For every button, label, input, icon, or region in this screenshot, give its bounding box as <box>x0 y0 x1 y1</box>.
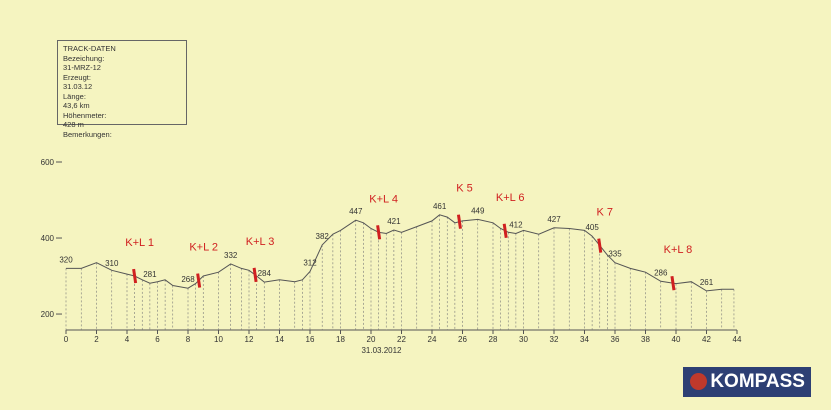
checkpoint-label: K+L 4 <box>369 193 398 205</box>
checkpoint-mark <box>597 238 603 253</box>
x-tick-label: 44 <box>733 335 742 344</box>
x-axis-label: 31.03.2012 <box>361 346 402 355</box>
checkpoint-mark <box>252 267 258 283</box>
info-row: Länge:43,6 km <box>63 92 181 111</box>
x-tick-label: 38 <box>641 335 650 344</box>
x-tick-label: 30 <box>519 335 528 344</box>
info-row: Bezeichung:31-MRZ-12 <box>63 54 181 73</box>
checkpoint-label: K+L 3 <box>246 236 275 248</box>
spot-height: 310 <box>105 259 119 268</box>
checkpoint-mark <box>456 214 462 229</box>
checkpoint-label: K 7 <box>596 207 613 219</box>
checkpoint-mark <box>502 223 508 239</box>
logo: KOMPASS <box>683 367 811 397</box>
info-value: 31-MRZ-12 <box>63 63 101 72</box>
info-value: 428 m <box>63 120 84 129</box>
info-value: 31.03.12 <box>63 82 93 91</box>
info-label: Länge: <box>63 91 86 101</box>
checkpoint-mark <box>196 273 202 288</box>
spot-height: 332 <box>224 251 238 260</box>
info-row: Bemerkungen: <box>63 130 181 149</box>
checkpoint-mark <box>132 268 138 284</box>
x-tick-label: 28 <box>489 335 498 344</box>
spot-height: 449 <box>471 206 485 215</box>
checkpoint-label: K 5 <box>456 183 473 195</box>
y-tick-label: 200 <box>41 310 55 319</box>
y-tick-label: 400 <box>41 234 55 243</box>
spot-height: 284 <box>258 269 272 278</box>
spot-height: 261 <box>700 278 714 287</box>
x-tick-label: 20 <box>367 335 376 344</box>
x-tick-label: 12 <box>245 335 254 344</box>
x-tick-label: 42 <box>702 335 711 344</box>
x-tick-label: 22 <box>397 335 406 344</box>
x-tick-label: 14 <box>275 335 284 344</box>
x-tick-label: 6 <box>155 335 160 344</box>
logo-icon <box>690 373 707 390</box>
x-tick-label: 36 <box>611 335 620 344</box>
x-tick-label: 18 <box>336 335 345 344</box>
info-value: 43,6 km <box>63 101 90 110</box>
info-title: TRACK-DATEN <box>63 44 116 53</box>
spot-height: 421 <box>387 217 401 226</box>
x-tick-label: 2 <box>94 335 99 344</box>
info-label: Bemerkungen: <box>63 129 112 139</box>
x-tick-label: 40 <box>672 335 681 344</box>
checkpoint-mark <box>376 225 382 240</box>
checkpoint-label: K+L 6 <box>496 192 525 204</box>
spot-height: 286 <box>654 268 668 277</box>
info-label: Erzeugt: <box>63 72 91 82</box>
spot-height: 335 <box>608 250 622 259</box>
info-label: Bezeichung: <box>63 53 105 63</box>
x-tick-label: 26 <box>458 335 467 344</box>
x-tick-label: 4 <box>125 335 130 344</box>
x-tick-label: 0 <box>64 335 69 344</box>
spot-height: 405 <box>585 223 599 232</box>
info-row: Höhenmeter:428 m <box>63 111 181 130</box>
profile-line <box>66 214 734 292</box>
x-tick-label: 24 <box>428 335 437 344</box>
checkpoint-label: K+L 2 <box>189 242 218 254</box>
checkpoint-label: K+L 1 <box>125 237 154 249</box>
y-tick-label: 600 <box>41 158 55 167</box>
x-tick-label: 34 <box>580 335 589 344</box>
x-tick-label: 8 <box>186 335 191 344</box>
spot-height: 320 <box>59 255 73 264</box>
logo-text: KOMPASS <box>710 371 805 392</box>
x-tick-label: 32 <box>550 335 559 344</box>
x-tick-label: 16 <box>306 335 315 344</box>
spot-height: 412 <box>509 220 523 229</box>
spot-height: 461 <box>433 202 447 211</box>
checkpoint-mark <box>670 275 676 291</box>
spot-height: 312 <box>303 258 317 267</box>
info-row: Erzeugt:31.03.12 <box>63 73 181 92</box>
x-tick-label: 10 <box>214 335 223 344</box>
spot-height: 427 <box>547 215 561 224</box>
info-label: Höhenmeter: <box>63 110 107 120</box>
spot-height: 447 <box>349 207 363 216</box>
info-box: TRACK-DATEN Bezeichung:31-MRZ-12 Erzeugt:… <box>57 40 187 139</box>
spot-height: 382 <box>316 232 330 241</box>
checkpoint-label: K+L 8 <box>664 244 693 256</box>
spot-height: 281 <box>143 270 157 279</box>
spot-height: 268 <box>181 275 195 284</box>
